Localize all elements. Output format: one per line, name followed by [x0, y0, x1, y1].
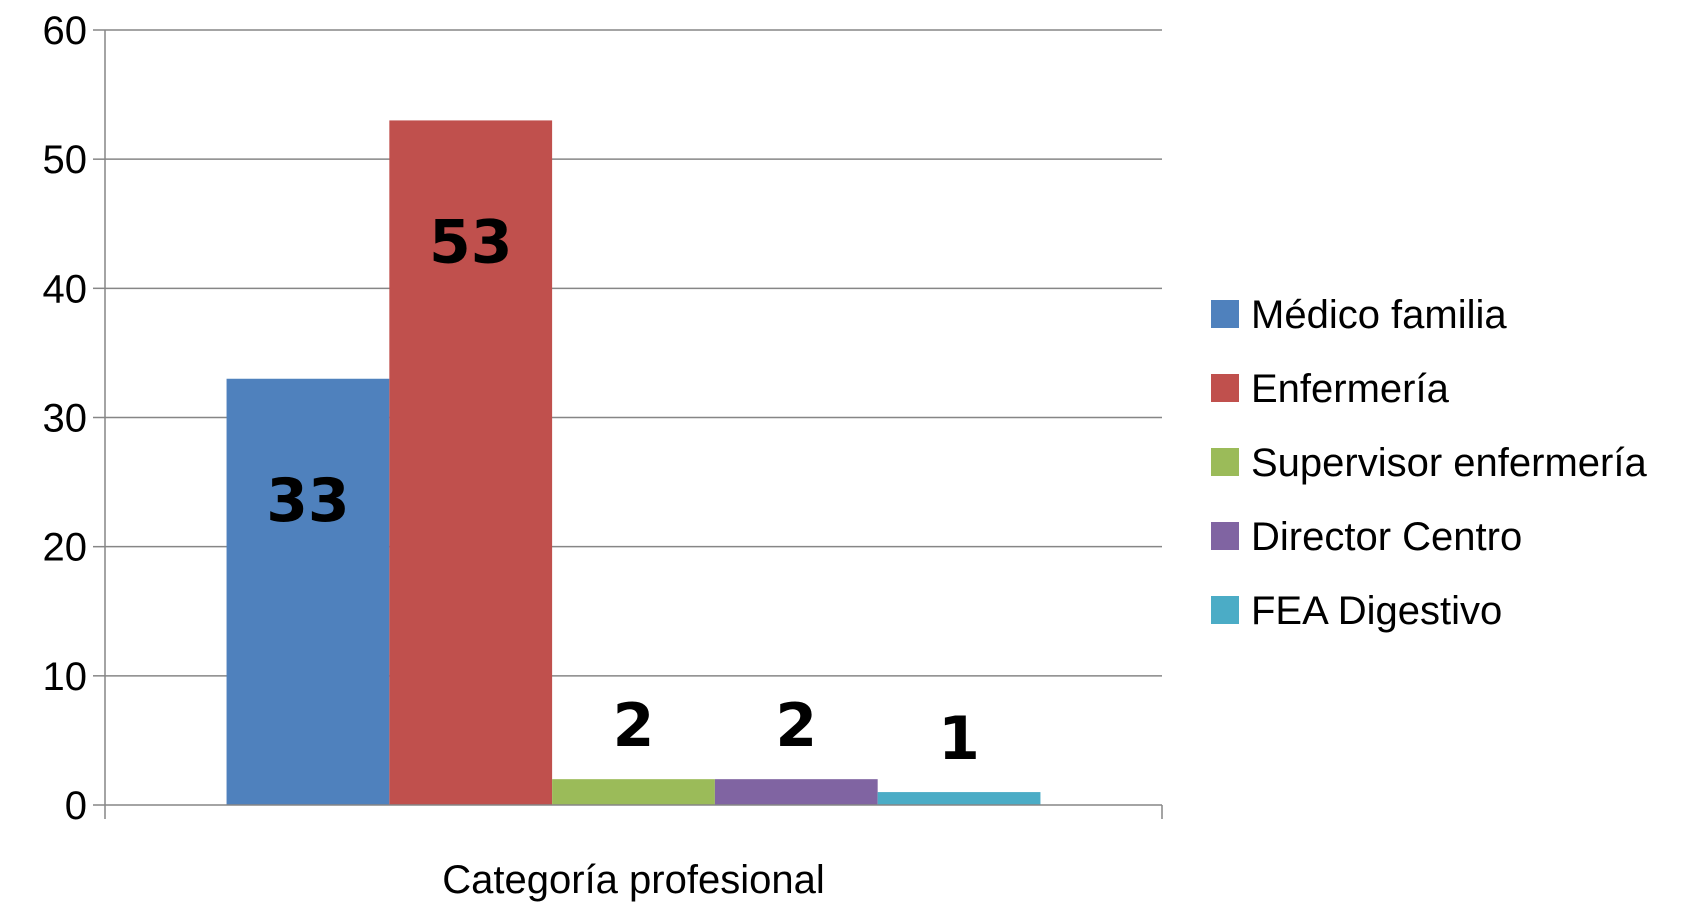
axes — [93, 29, 1163, 819]
data-label: 53 — [429, 207, 513, 277]
y-tick-label: 20 — [43, 526, 88, 570]
legend-swatch — [1211, 448, 1239, 476]
legend-label: FEA Digestivo — [1251, 589, 1502, 633]
bar — [389, 120, 553, 805]
x-axis-category-labels: Categoría profesional — [442, 858, 824, 902]
y-tick-label: 50 — [43, 138, 88, 182]
legend-label: Médico familia — [1251, 293, 1507, 337]
bar — [714, 779, 878, 805]
bars — [226, 120, 1041, 805]
x-category-label: Categoría profesional — [442, 858, 824, 902]
y-axis-tick-labels: 0 10 20 30 40 50 60 — [43, 9, 88, 828]
y-tick-label: 0 — [65, 784, 87, 828]
y-tick-label: 60 — [43, 9, 88, 53]
bar — [552, 779, 715, 805]
bar — [877, 792, 1041, 805]
legend-swatch — [1211, 374, 1239, 402]
y-tick-label: 10 — [43, 655, 88, 699]
data-label: 2 — [613, 691, 655, 761]
bar — [226, 378, 390, 805]
data-label: 2 — [775, 691, 817, 761]
data-label: 33 — [266, 466, 350, 536]
data-labels: 33 53 2 2 1 — [266, 207, 980, 774]
legend-label: Enfermería — [1251, 367, 1450, 411]
legend: Médico familia Enfermería Supervisor enfer… — [1211, 293, 1647, 633]
legend-swatch — [1211, 300, 1239, 328]
legend-swatch — [1211, 522, 1239, 550]
legend-swatch — [1211, 596, 1239, 624]
legend-label: Director Centro — [1251, 515, 1522, 559]
y-tick-label: 40 — [43, 267, 88, 311]
data-label: 1 — [938, 704, 980, 774]
y-tick-label: 30 — [43, 397, 88, 441]
legend-label: Supervisor enfermería — [1251, 441, 1647, 485]
